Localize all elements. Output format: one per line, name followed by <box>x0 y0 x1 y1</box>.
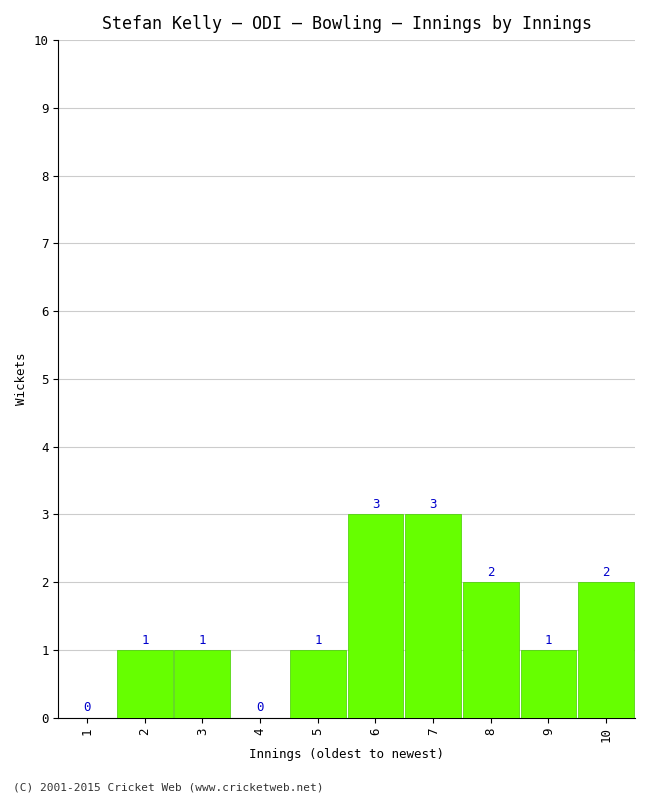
Text: 1: 1 <box>199 634 206 646</box>
Text: 0: 0 <box>256 702 264 714</box>
Text: 2: 2 <box>603 566 610 579</box>
Text: 0: 0 <box>83 702 91 714</box>
Text: 3: 3 <box>430 498 437 511</box>
Text: 1: 1 <box>314 634 322 646</box>
Bar <box>117 650 173 718</box>
Text: 1: 1 <box>545 634 552 646</box>
Text: 2: 2 <box>487 566 495 579</box>
Bar <box>290 650 346 718</box>
Bar <box>174 650 231 718</box>
Bar <box>521 650 577 718</box>
Text: 3: 3 <box>372 498 379 511</box>
Text: 1: 1 <box>141 634 149 646</box>
Bar <box>463 582 519 718</box>
Text: (C) 2001-2015 Cricket Web (www.cricketweb.net): (C) 2001-2015 Cricket Web (www.cricketwe… <box>13 782 324 792</box>
Bar <box>578 582 634 718</box>
X-axis label: Innings (oldest to newest): Innings (oldest to newest) <box>249 748 444 761</box>
Y-axis label: Wickets: Wickets <box>15 353 28 405</box>
Bar <box>348 514 404 718</box>
Title: Stefan Kelly – ODI – Bowling – Innings by Innings: Stefan Kelly – ODI – Bowling – Innings b… <box>101 15 592 33</box>
Bar <box>405 514 461 718</box>
